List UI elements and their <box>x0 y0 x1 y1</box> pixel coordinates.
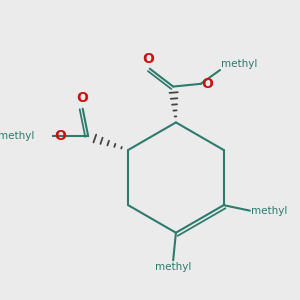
Text: methyl: methyl <box>220 59 257 69</box>
Text: O: O <box>55 129 67 143</box>
Text: methyl: methyl <box>155 262 191 272</box>
Text: methyl: methyl <box>0 131 34 141</box>
Text: O: O <box>77 91 88 105</box>
Text: methyl: methyl <box>251 206 288 216</box>
Text: O: O <box>201 77 213 91</box>
Text: O: O <box>142 52 154 66</box>
